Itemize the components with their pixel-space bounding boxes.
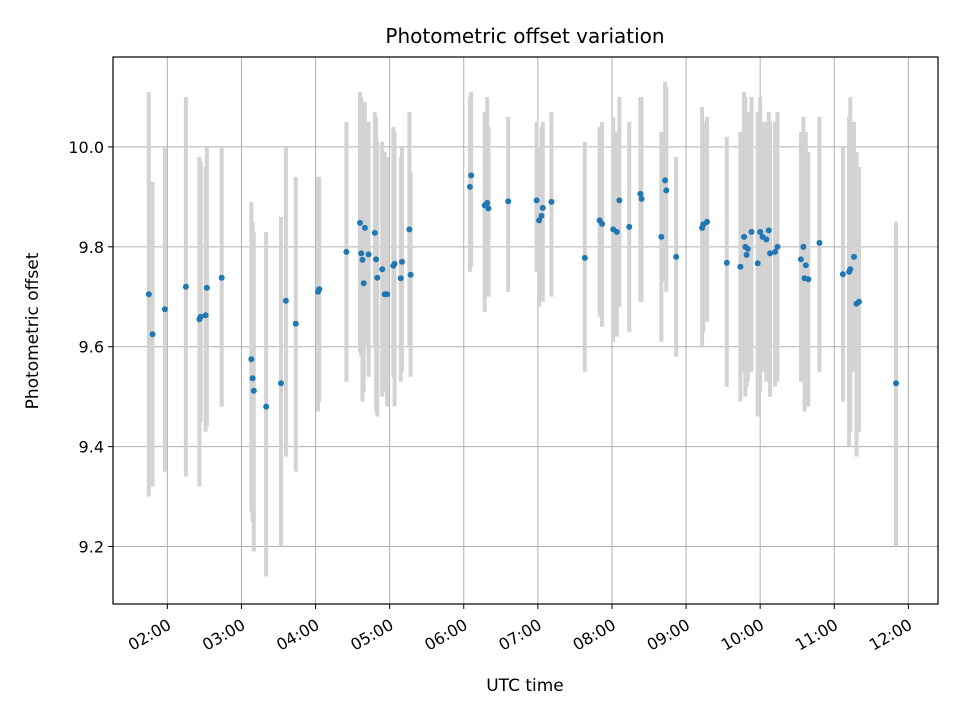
data-point — [203, 284, 210, 291]
data-point — [638, 195, 645, 202]
plot-frame — [112, 56, 939, 605]
data-point — [359, 256, 366, 263]
y-tick-label: 9.2 — [79, 538, 104, 557]
data-point — [662, 177, 669, 184]
data-point — [468, 172, 475, 179]
data-point — [658, 233, 665, 240]
data-point — [161, 306, 168, 313]
data-point — [202, 312, 209, 319]
data-point — [365, 251, 372, 258]
data-point — [581, 254, 588, 261]
data-point — [149, 331, 156, 338]
data-point — [741, 233, 748, 240]
data-point — [182, 283, 189, 290]
data-point — [765, 227, 772, 234]
data-point — [397, 275, 404, 282]
data-point — [616, 197, 623, 204]
data-point — [704, 218, 711, 225]
data-point — [599, 220, 606, 227]
data-point — [538, 212, 545, 219]
data-point — [754, 260, 761, 267]
y-tick-label: 9.4 — [79, 438, 104, 457]
data-point — [663, 187, 670, 194]
data-point — [145, 291, 152, 298]
data-point — [855, 298, 862, 305]
data-point — [737, 263, 744, 270]
data-point — [613, 228, 620, 235]
data-point — [637, 190, 644, 197]
data-point — [379, 266, 386, 273]
data-point — [744, 245, 751, 252]
data-point — [536, 217, 543, 224]
data-point — [539, 204, 546, 211]
data-point — [197, 313, 204, 320]
data-point — [391, 260, 398, 267]
data-point — [466, 183, 473, 190]
data-point — [797, 256, 804, 263]
data-point — [767, 250, 774, 257]
data-point — [485, 205, 492, 212]
data-point — [533, 197, 540, 204]
data-point — [343, 248, 350, 255]
data-point — [249, 375, 256, 382]
data-point — [371, 229, 378, 236]
data-point — [757, 228, 764, 235]
data-point — [839, 271, 846, 278]
data-point — [851, 253, 858, 260]
data-point — [374, 274, 381, 281]
y-tick-label: 9.8 — [79, 238, 104, 257]
data-point — [763, 236, 770, 243]
data-point — [406, 226, 413, 233]
y-tick-label: 10.0 — [68, 138, 104, 157]
data-point — [771, 248, 778, 255]
data-point — [248, 356, 255, 363]
data-point — [893, 380, 900, 387]
data-point — [484, 199, 491, 206]
data-point — [361, 224, 368, 231]
data-point — [398, 258, 405, 265]
data-point — [282, 297, 289, 304]
data-point — [723, 259, 730, 266]
data-point — [774, 243, 781, 250]
data-point — [373, 256, 380, 263]
data-point — [626, 223, 633, 230]
data-point — [847, 266, 854, 273]
data-point — [250, 387, 257, 394]
data-point — [292, 320, 299, 327]
data-point — [743, 251, 750, 258]
y-tick-label: 9.6 — [79, 338, 104, 357]
data-point — [357, 219, 364, 226]
data-point — [548, 198, 555, 205]
y-axis-label: Photometric offset — [23, 252, 43, 409]
data-point — [277, 380, 284, 387]
data-point — [384, 291, 391, 298]
y-axis: 9.2 9.4 9.6 9.8 10.0 — [68, 138, 113, 557]
data-point — [673, 253, 680, 260]
point-layer — [145, 172, 900, 410]
data-point — [360, 280, 367, 287]
x-axis-label: UTC time — [486, 676, 564, 696]
data-point — [802, 262, 809, 269]
data-point — [407, 271, 414, 278]
data-point — [805, 276, 812, 283]
data-point — [358, 250, 365, 257]
data-point — [263, 403, 270, 410]
data-point — [316, 286, 323, 293]
data-point — [800, 243, 807, 250]
data-point — [748, 228, 755, 235]
data-point — [505, 198, 512, 205]
chart-title: Photometric offset variation — [385, 24, 664, 48]
data-point — [816, 239, 823, 246]
data-point — [218, 274, 225, 281]
